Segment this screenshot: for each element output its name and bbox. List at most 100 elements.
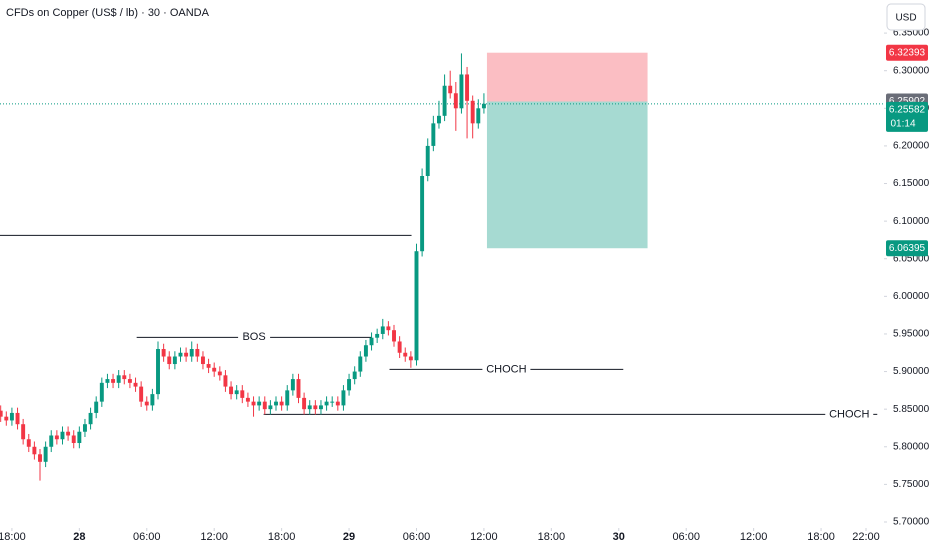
candle-body xyxy=(150,394,155,406)
candle-body xyxy=(77,431,82,444)
candle-body xyxy=(229,386,234,395)
y-tick-label: 5.90000 xyxy=(893,366,930,377)
candle-body xyxy=(54,435,59,440)
candle-body xyxy=(453,93,458,109)
candle-body xyxy=(274,401,278,406)
candle-body xyxy=(32,446,37,455)
candle-body xyxy=(172,356,177,365)
candle-body xyxy=(403,352,408,357)
candle-body xyxy=(324,401,329,406)
price-tag-label: 6.06395 xyxy=(889,243,926,254)
candle-body xyxy=(88,412,93,425)
x-tick-label: 18:00 xyxy=(807,531,835,543)
candle-body xyxy=(313,405,318,410)
y-tick-label: 6.00000 xyxy=(893,291,930,302)
x-tick-label: 12:00 xyxy=(740,531,768,543)
candle-body xyxy=(184,352,189,357)
candle-body xyxy=(206,364,211,368)
x-tick-label: 28 xyxy=(73,531,85,543)
candle-body xyxy=(448,85,453,94)
price-tag-label: 6.25582 xyxy=(889,105,926,116)
candle-body xyxy=(386,326,391,331)
level-label: CHOCH xyxy=(829,408,869,420)
candle-body xyxy=(318,405,323,410)
x-tick-label: 12:00 xyxy=(470,531,498,543)
y-tick-label: 6.10000 xyxy=(893,216,930,227)
candle-body xyxy=(161,348,166,357)
candle-body xyxy=(335,401,340,406)
x-tick-label: 18:00 xyxy=(268,531,296,543)
candle-body xyxy=(476,108,481,124)
candle-body xyxy=(262,401,267,410)
candle-body xyxy=(279,401,284,406)
candle-body xyxy=(43,446,48,462)
candle-body xyxy=(105,379,110,383)
candle-body xyxy=(200,356,205,365)
price-tag-label: 6.32393 xyxy=(889,47,926,58)
candle-body xyxy=(442,85,447,116)
candle-body xyxy=(245,397,250,402)
candle-body xyxy=(122,375,127,380)
y-tick-label: 6.05000 xyxy=(893,253,930,264)
candle-body xyxy=(133,382,138,387)
x-tick-label: 30 xyxy=(613,531,625,543)
candle-body xyxy=(111,379,116,383)
candle-body xyxy=(397,341,402,353)
candle-body xyxy=(116,375,121,383)
x-tick-label: 18:00 xyxy=(0,531,26,543)
candle-body xyxy=(465,74,470,101)
candle-body xyxy=(352,371,357,380)
y-tick-label: 5.85000 xyxy=(893,404,930,415)
level-label: CHOCH xyxy=(486,363,526,375)
currency-button[interactable] xyxy=(886,3,926,31)
candle-body xyxy=(139,386,144,402)
candle-body xyxy=(408,356,413,361)
candle-body xyxy=(470,100,475,124)
chart-title: CFDs on Copper (US$ / lb) · 30 · OANDA xyxy=(6,7,210,19)
candle-body xyxy=(369,337,374,346)
level-label: BOS xyxy=(242,331,265,343)
y-tick-label: 6.30000 xyxy=(893,65,930,76)
candle-body xyxy=(60,431,65,440)
candle-body xyxy=(481,103,486,109)
x-tick-label: 12:00 xyxy=(200,531,228,543)
candle-body xyxy=(144,401,149,406)
candle-body xyxy=(49,435,54,447)
candle-body xyxy=(94,401,99,413)
candle-body xyxy=(392,330,396,342)
price-tag-label: 6.25902 xyxy=(889,96,926,107)
candle-body xyxy=(9,412,14,421)
candle-body xyxy=(71,435,76,444)
candle-body xyxy=(363,345,368,357)
candle-body xyxy=(459,74,464,109)
candle-body xyxy=(431,123,436,146)
x-tick-label: 06:00 xyxy=(403,531,431,543)
candle-body xyxy=(38,454,42,462)
candle-body xyxy=(290,379,295,391)
x-tick-label: 18:00 xyxy=(538,531,566,543)
currency-label[interactable]: USD xyxy=(895,13,916,24)
candle-body xyxy=(212,367,217,372)
candle-body xyxy=(156,348,160,395)
y-tick-label: 5.75000 xyxy=(893,479,930,490)
candle-body xyxy=(285,390,290,406)
stop-zone xyxy=(486,52,648,102)
candle-body xyxy=(330,401,335,403)
candle-body xyxy=(420,176,425,252)
x-tick-label: 06:00 xyxy=(133,531,161,543)
candle-body xyxy=(302,397,307,410)
countdown: 01:14 xyxy=(890,119,915,130)
candle-body xyxy=(436,115,441,124)
candle-body xyxy=(127,379,132,383)
candle-body xyxy=(167,356,172,365)
y-tick-label: 6.35000 xyxy=(893,28,930,39)
candle-body xyxy=(358,356,363,372)
candle-body xyxy=(15,412,20,425)
candle-body xyxy=(347,379,352,391)
candle-body xyxy=(268,405,273,410)
price-tag xyxy=(886,101,928,132)
candle-body xyxy=(414,251,419,361)
y-tick-label: 5.70000 xyxy=(893,517,930,528)
candle-body xyxy=(223,375,228,387)
